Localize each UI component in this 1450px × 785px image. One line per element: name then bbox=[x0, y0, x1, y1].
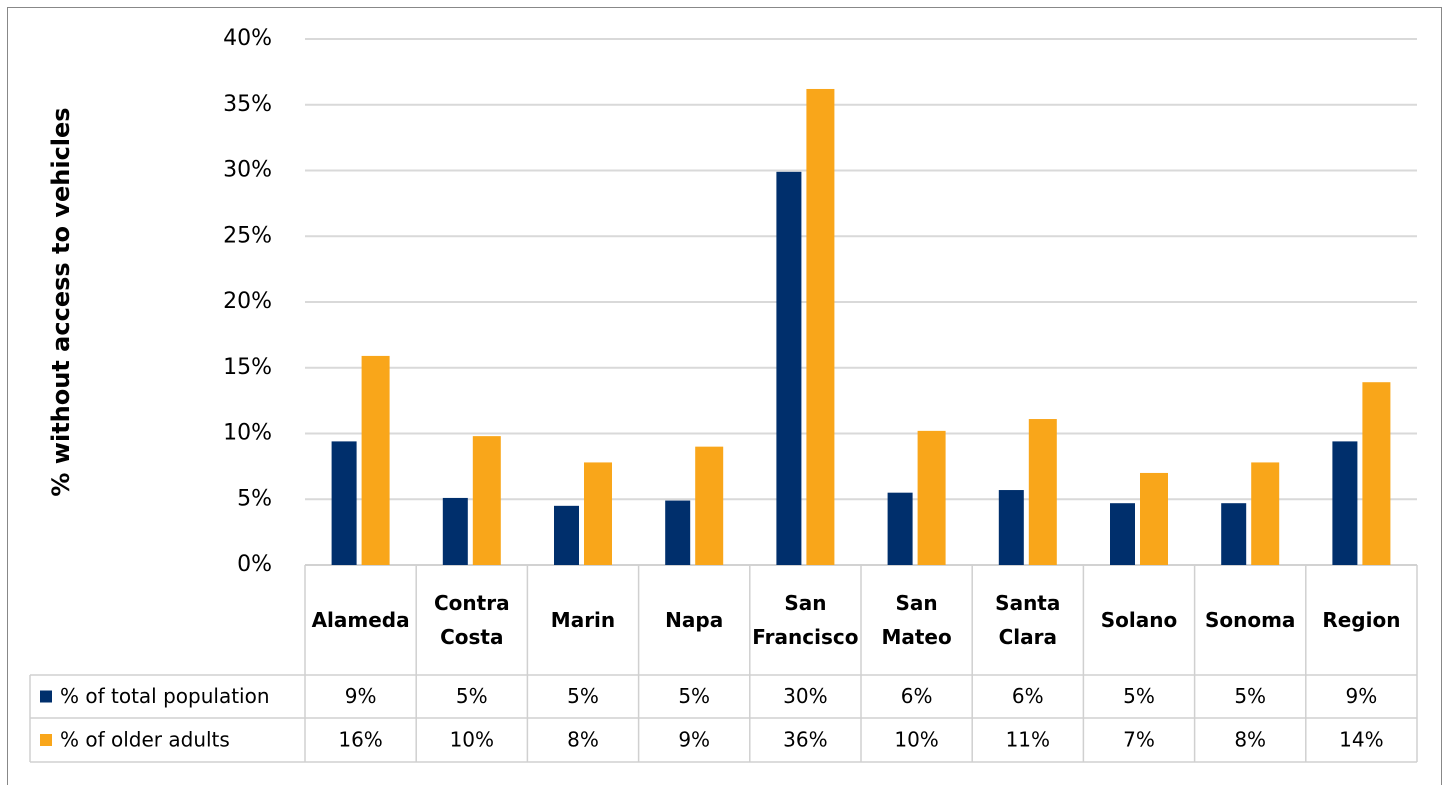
table-value: 5% bbox=[1234, 684, 1266, 708]
x-category-cell: Contra Costa bbox=[416, 565, 527, 675]
bar bbox=[554, 505, 579, 565]
y-tick-label: 10% bbox=[223, 421, 272, 446]
table-value: 9% bbox=[678, 728, 710, 752]
x-category: Santa Clara bbox=[972, 565, 1083, 675]
bar bbox=[776, 171, 802, 565]
y-tick-label: 25% bbox=[223, 223, 272, 248]
table-value: 9% bbox=[345, 684, 377, 708]
bar bbox=[1110, 503, 1135, 565]
bar bbox=[1332, 441, 1358, 565]
table-value: 8% bbox=[1234, 728, 1266, 752]
table-value: 5% bbox=[456, 684, 488, 708]
x-tick-label: Solano bbox=[1100, 608, 1178, 632]
table-value: 11% bbox=[1006, 728, 1050, 752]
x-tick-label: Sonoma bbox=[1204, 608, 1296, 632]
bar bbox=[1251, 462, 1280, 565]
bar bbox=[1028, 419, 1057, 565]
legend-label: % of total population bbox=[60, 684, 270, 708]
x-category-cell: Santa Clara bbox=[972, 565, 1083, 675]
x-category: Region bbox=[1306, 565, 1417, 675]
x-category-cell: San Mateo bbox=[861, 565, 972, 675]
bar bbox=[584, 462, 612, 565]
x-tick-label: San Francisco bbox=[752, 591, 859, 649]
bar bbox=[1221, 503, 1247, 565]
table-value: 36% bbox=[783, 728, 827, 752]
y-tick-label: 40% bbox=[223, 26, 272, 51]
x-tick-label: San Mateo bbox=[881, 591, 952, 649]
table-value: 6% bbox=[901, 684, 933, 708]
legend-label: % of older adults bbox=[60, 728, 230, 752]
x-tick-label: Marin bbox=[550, 608, 616, 632]
x-category: Alameda bbox=[305, 565, 416, 675]
legend-swatch bbox=[40, 690, 52, 703]
x-tick-label: Napa bbox=[665, 608, 724, 632]
x-category-cell: San Francisco bbox=[750, 565, 861, 675]
bar bbox=[917, 430, 946, 565]
bar bbox=[361, 355, 390, 565]
table-value: 16% bbox=[338, 728, 382, 752]
x-category-cell: Alameda bbox=[305, 565, 416, 675]
bar bbox=[1362, 382, 1391, 565]
x-category-cell: Sonoma bbox=[1195, 565, 1306, 675]
x-category-cell: Region bbox=[1306, 565, 1417, 675]
x-category-cell: Napa bbox=[639, 565, 750, 675]
y-tick-label: 30% bbox=[223, 158, 272, 183]
x-tick-label: Contra Costa bbox=[433, 591, 510, 649]
bar bbox=[806, 88, 835, 565]
bar bbox=[1140, 472, 1168, 565]
table-value: 6% bbox=[1012, 684, 1044, 708]
frame bbox=[7, 7, 1442, 785]
x-category: Sonoma bbox=[1195, 565, 1306, 675]
x-category-cell: Solano bbox=[1083, 565, 1194, 675]
y-axis-label: % without access to vehicles bbox=[47, 107, 75, 496]
x-category: Marin bbox=[527, 565, 638, 675]
table-value: 10% bbox=[894, 728, 938, 752]
table-value: 7% bbox=[1123, 728, 1155, 752]
y-tick-label: 35% bbox=[223, 92, 272, 117]
legend-swatch bbox=[40, 734, 52, 746]
bar bbox=[665, 500, 691, 565]
table-value: 5% bbox=[567, 684, 599, 708]
x-tick-label: Alameda bbox=[311, 608, 410, 632]
table-value: 30% bbox=[783, 684, 827, 708]
bar bbox=[442, 497, 468, 565]
x-category: Napa bbox=[639, 565, 750, 675]
x-category: San Mateo bbox=[861, 565, 972, 675]
y-tick-label: 20% bbox=[223, 289, 272, 314]
table-value: 5% bbox=[1123, 684, 1155, 708]
bar bbox=[331, 441, 357, 565]
bar bbox=[695, 446, 724, 565]
x-tick-label: Santa Clara bbox=[995, 591, 1061, 649]
y-tick-label: 5% bbox=[237, 486, 272, 511]
x-category: Solano bbox=[1083, 565, 1194, 675]
x-tick-label: Region bbox=[1322, 608, 1401, 632]
y-tick-label: 15% bbox=[223, 355, 272, 380]
table-value: 10% bbox=[450, 728, 494, 752]
x-category: Contra Costa bbox=[416, 565, 527, 675]
table-value: 9% bbox=[1346, 684, 1378, 708]
table-value: 14% bbox=[1339, 728, 1383, 752]
table-value: 8% bbox=[567, 728, 599, 752]
table-value: 5% bbox=[678, 684, 710, 708]
bar bbox=[472, 436, 501, 565]
bar bbox=[887, 492, 913, 565]
x-category: San Francisco bbox=[750, 565, 861, 675]
x-category-cell: Marin bbox=[527, 565, 638, 675]
bar bbox=[998, 490, 1024, 565]
y-tick-label: 0% bbox=[237, 552, 272, 577]
